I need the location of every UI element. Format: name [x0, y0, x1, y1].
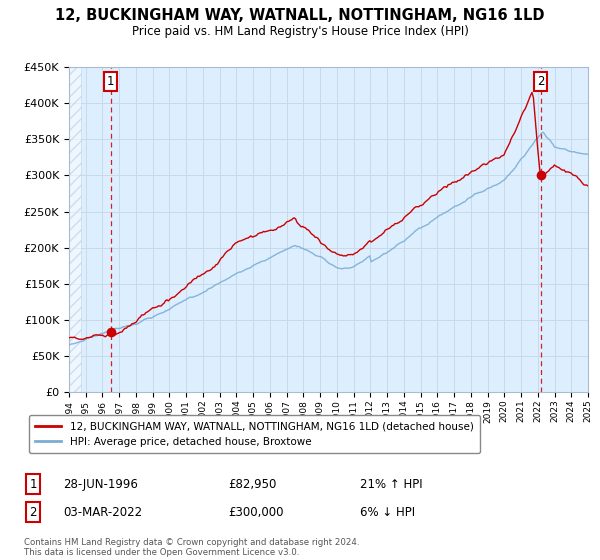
Text: Price paid vs. HM Land Registry's House Price Index (HPI): Price paid vs. HM Land Registry's House … [131, 25, 469, 38]
Text: 03-MAR-2022: 03-MAR-2022 [63, 506, 142, 519]
Text: 21% ↑ HPI: 21% ↑ HPI [360, 478, 422, 491]
Text: Contains HM Land Registry data © Crown copyright and database right 2024.
This d: Contains HM Land Registry data © Crown c… [24, 538, 359, 557]
Text: 28-JUN-1996: 28-JUN-1996 [63, 478, 138, 491]
Text: 1: 1 [107, 76, 115, 88]
Text: 6% ↓ HPI: 6% ↓ HPI [360, 506, 415, 519]
Legend: 12, BUCKINGHAM WAY, WATNALL, NOTTINGHAM, NG16 1LD (detached house), HPI: Average: 12, BUCKINGHAM WAY, WATNALL, NOTTINGHAM,… [29, 415, 480, 453]
Text: 1: 1 [29, 478, 37, 491]
Text: £300,000: £300,000 [228, 506, 284, 519]
Text: 2: 2 [29, 506, 37, 519]
Text: £82,950: £82,950 [228, 478, 277, 491]
Text: 12, BUCKINGHAM WAY, WATNALL, NOTTINGHAM, NG16 1LD: 12, BUCKINGHAM WAY, WATNALL, NOTTINGHAM,… [55, 8, 545, 24]
Bar [69, 67, 81, 392]
Text: 2: 2 [537, 76, 544, 88]
